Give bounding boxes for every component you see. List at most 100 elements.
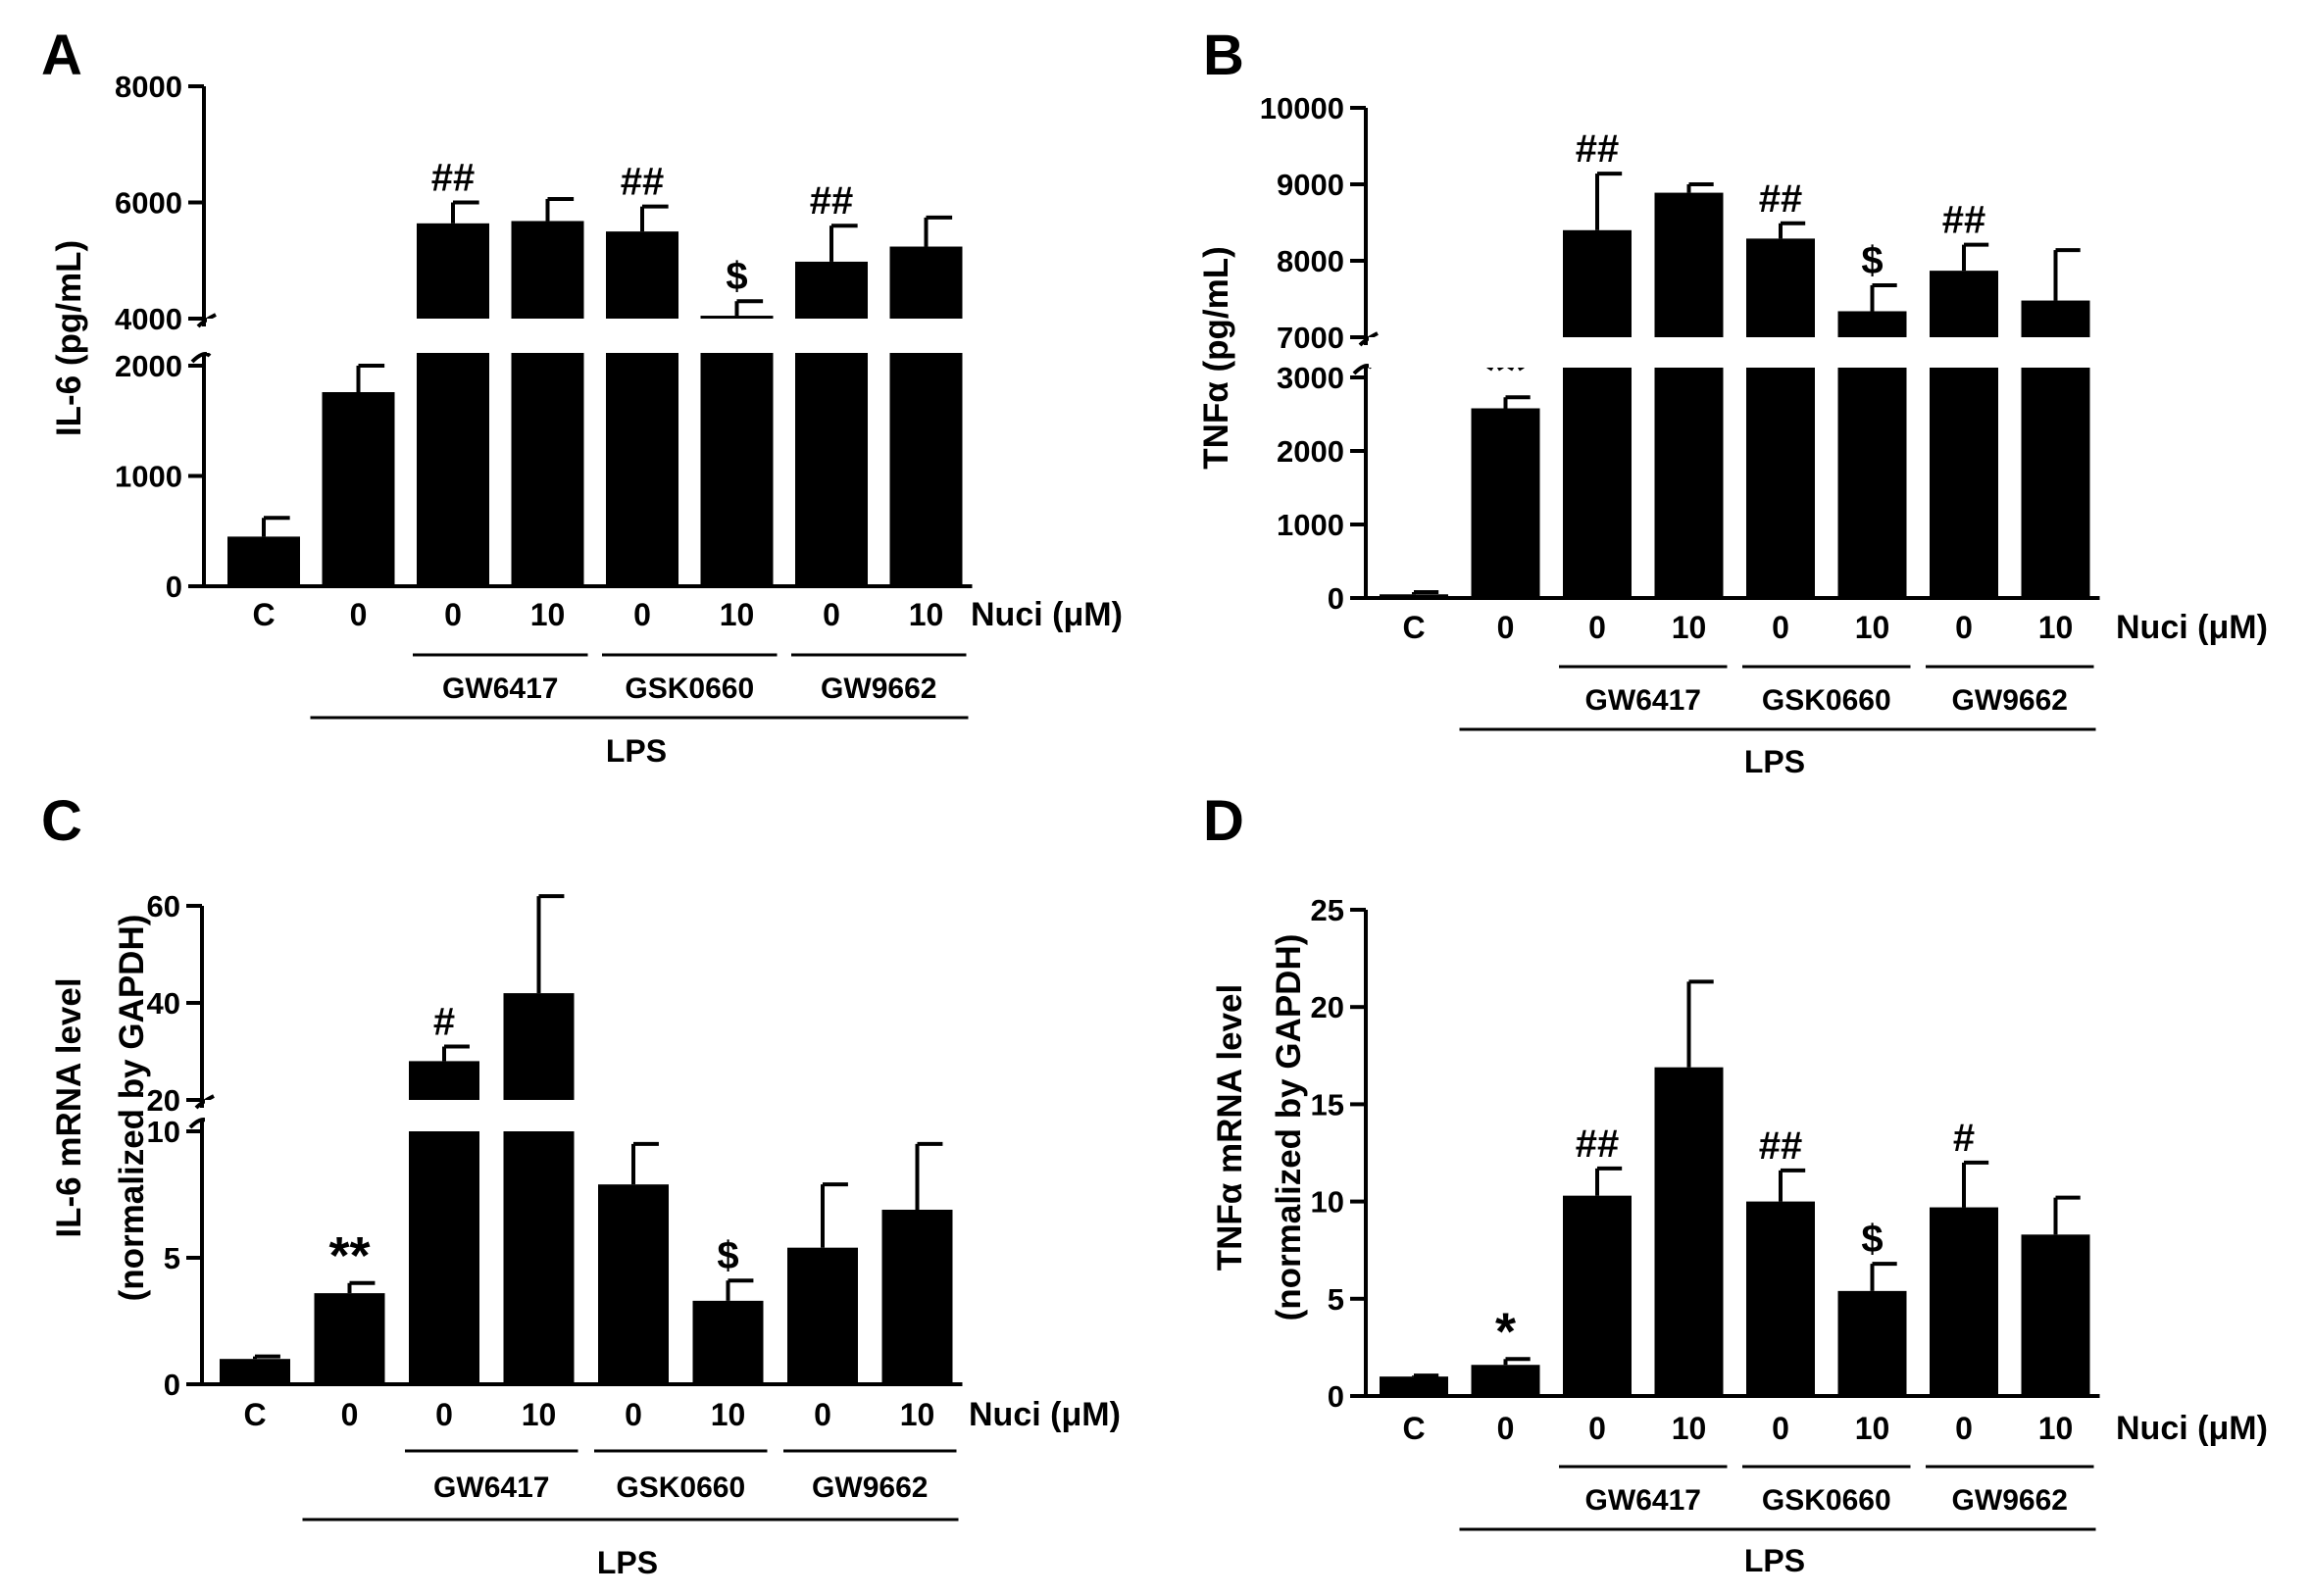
axis-break-mark-upper [194, 1094, 215, 1110]
bar [889, 246, 963, 586]
bar [787, 1247, 858, 1384]
x-tick-label: 10 [900, 1397, 935, 1432]
y-tick-label: 8000 [115, 70, 182, 104]
significance-marker: ## [1759, 177, 1803, 221]
bar [700, 316, 774, 586]
x-tick-label: 0 [350, 597, 368, 632]
bar [503, 993, 575, 1384]
significance-marker: * [1495, 1302, 1516, 1361]
x-tick-label: 10 [1855, 610, 1890, 645]
stimulus-label: LPS [606, 733, 667, 769]
bar [314, 1293, 385, 1384]
y-tick-label: 0 [1328, 1379, 1344, 1414]
bar [1837, 1290, 1907, 1396]
y-tick-label: 20 [1311, 990, 1344, 1024]
bar [795, 261, 868, 586]
y-tick-label: 1000 [1277, 508, 1344, 542]
group-label: GSK0660 [616, 1471, 745, 1504]
y-tick-label: 0 [1328, 581, 1344, 616]
bar [1746, 1201, 1815, 1396]
group-label: GSK0660 [625, 673, 754, 705]
y-tick-label: 10 [147, 1115, 180, 1149]
bar [417, 223, 489, 586]
x-tick-label: 10 [1855, 1411, 1890, 1446]
x-tick-label: 10 [909, 597, 944, 632]
axis-break-gap [205, 1100, 966, 1131]
y-tick-label: 20 [147, 1083, 180, 1118]
group-label: GW6417 [433, 1471, 549, 1504]
significance-marker: ** [328, 1226, 370, 1285]
bar [1930, 1207, 1998, 1396]
y-tick-label: 10000 [1260, 91, 1344, 125]
y-tick-label: 6000 [115, 186, 182, 221]
x-tick-label: C [252, 597, 275, 632]
significance-marker: $ [1861, 1218, 1883, 1261]
y-tick-label: 2000 [115, 349, 182, 383]
x-tick-label: 0 [625, 1397, 642, 1432]
group-label: GW6417 [1585, 1484, 1701, 1517]
x-tick-label: 10 [711, 1397, 746, 1432]
x-tick-label: 0 [1588, 610, 1606, 645]
y-tick-label: 15 [1311, 1087, 1344, 1122]
bar [1654, 1067, 1724, 1396]
treatment-label: Nuci (μM) [971, 596, 1123, 633]
y-axis-label-line: (normalized by GAPDH) [113, 915, 151, 1302]
axis-break-mark-upper [196, 313, 217, 328]
group-label: GW9662 [821, 673, 936, 705]
significance-marker: $ [726, 255, 747, 298]
bar [322, 392, 395, 586]
x-tick-label: 0 [1772, 610, 1789, 645]
significance-marker: ## [810, 179, 854, 223]
y-axis-label: TNFα (pg/mL) [1197, 246, 1235, 470]
y-tick-label: 5 [164, 1241, 180, 1275]
bar [227, 536, 300, 586]
significance-marker: ## [1576, 1122, 1620, 1166]
x-tick-label: 10 [1672, 610, 1707, 645]
x-tick-label: 10 [530, 597, 566, 632]
bar [1563, 229, 1632, 599]
significance-marker: ## [1759, 1124, 1803, 1168]
y-tick-label: 1000 [115, 460, 182, 494]
x-tick-label: 10 [1672, 1411, 1707, 1446]
bar [1746, 238, 1815, 598]
significance-marker: ## [1576, 127, 1620, 171]
x-tick-label: 0 [341, 1397, 359, 1432]
x-tick-label: 0 [435, 1397, 453, 1432]
treatment-label: Nuci (μM) [2116, 1410, 2268, 1447]
group-label: GSK0660 [1762, 684, 1891, 717]
bar [1471, 408, 1540, 598]
bar [692, 1300, 764, 1384]
bar [1471, 1365, 1540, 1396]
group-label: GW9662 [812, 1471, 928, 1504]
significance-marker: # [1953, 1117, 1975, 1160]
bar [598, 1184, 669, 1384]
treatment-label: Nuci (μM) [2116, 609, 2268, 646]
y-tick-label: 9000 [1277, 168, 1344, 202]
x-tick-label: 0 [823, 597, 840, 632]
x-tick-label: 0 [444, 597, 462, 632]
x-tick-label: 0 [1497, 1411, 1515, 1446]
y-tick-label: 7000 [1277, 321, 1344, 355]
bar [511, 221, 584, 586]
y-axis-label: IL-6 (pg/mL) [50, 240, 88, 436]
bar [1930, 271, 1998, 598]
bar [881, 1209, 953, 1384]
y-tick-label: 10 [1311, 1185, 1344, 1220]
x-tick-label: 0 [1497, 610, 1515, 645]
panel-label-d: D [1203, 789, 1244, 853]
axis-break-mark-upper [1358, 331, 1379, 347]
significance-marker: ## [621, 161, 665, 204]
x-tick-label: 10 [2038, 1411, 2074, 1446]
axis-break-gap [207, 319, 976, 353]
y-axis-label-line: (normalized by GAPDH) [1270, 934, 1308, 1322]
panel-label-b: B [1203, 24, 1244, 87]
y-axis-label-line: TNFα mRNA level [1211, 984, 1249, 1272]
y-tick-label: 3000 [1277, 361, 1344, 395]
y-tick-label: 40 [147, 986, 180, 1021]
x-tick-label: 0 [814, 1397, 831, 1432]
group-label: GW9662 [1952, 1484, 2068, 1517]
y-tick-label: 8000 [1277, 244, 1344, 278]
